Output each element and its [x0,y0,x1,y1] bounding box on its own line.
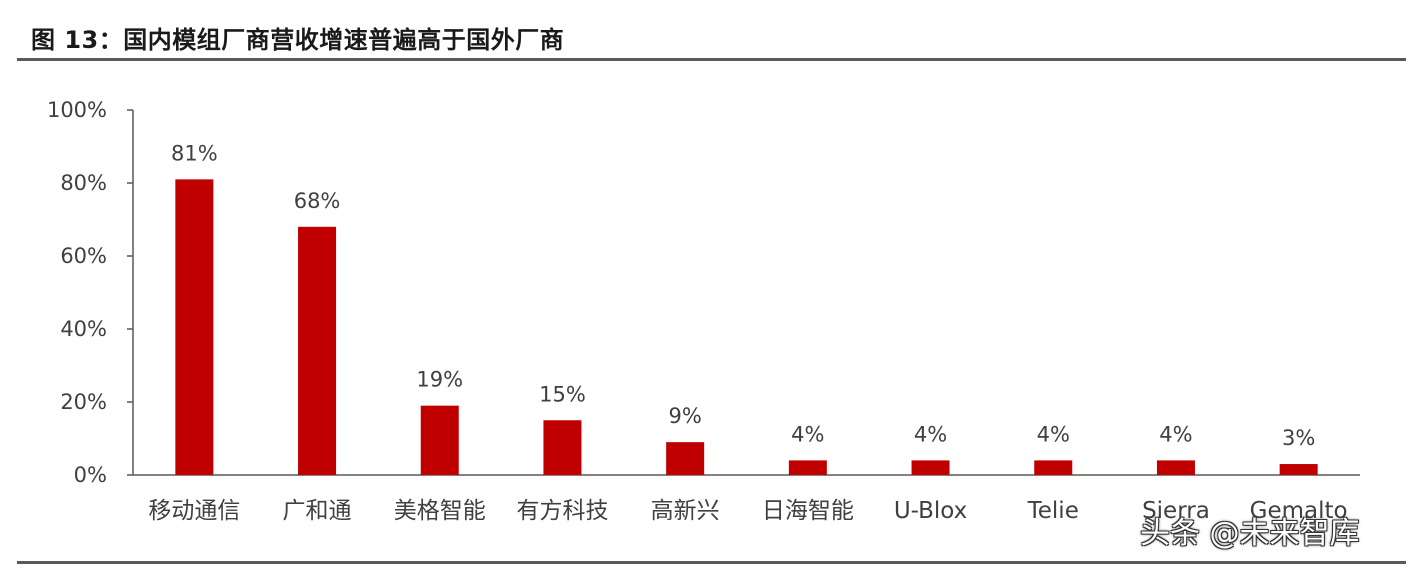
bars [175,179,1318,475]
data-label: 3% [1282,426,1315,450]
data-label: 4% [1159,422,1192,446]
category-label: 美格智能 [394,498,486,524]
data-label: 19% [416,368,463,392]
bar [1034,460,1073,475]
y-tick-label: 20% [60,390,107,414]
bar [911,460,950,475]
data-label: 9% [668,404,701,428]
bar [298,226,337,475]
y-tick-label: 80% [60,171,107,195]
data-label: 15% [539,382,586,406]
y-axis: 0% 20% 40% 60% 80% 100% [47,98,134,487]
bar [175,179,214,475]
watermark: 头条 @未来智库 [1140,516,1360,551]
category-label: U-Blox [894,498,967,524]
category-label: Telie [1027,498,1079,524]
category-label: 高新兴 [651,498,720,524]
category-label: 有方科技 [516,498,608,524]
bar [1279,464,1318,475]
category-labels: 移动通信 广和通 美格智能 有方科技 高新兴 日海智能 U-Blox Telie Sierra G… [148,498,1347,524]
bar [666,442,705,475]
y-tick-label: 100% [47,98,107,122]
data-label: 81% [171,141,218,165]
bar [543,420,582,475]
data-labels: 81% 68% 19% 15% 9% 4% 4% 4% 4% 3% [171,141,1315,450]
category-label: 日海智能 [762,498,854,524]
y-tick-label: 40% [60,317,107,341]
data-label: 4% [1037,422,1070,446]
y-tick-label: 60% [60,244,107,268]
bar [1156,460,1195,475]
y-tick-label: 0% [74,463,107,487]
figure-title: 图 13：国内模组厂商营收增速普遍高于国外厂商 [31,26,565,54]
bar [420,405,459,475]
category-label: Gemalto [1250,498,1348,524]
bar [788,460,827,475]
data-label: 68% [294,189,341,213]
category-label: 广和通 [283,498,352,524]
top-rule [17,58,1406,61]
bottom-rule [17,561,1406,564]
data-label: 4% [791,422,824,446]
data-label: 4% [914,422,947,446]
category-label: Sierra [1142,498,1210,524]
category-label: 移动通信 [148,498,240,524]
